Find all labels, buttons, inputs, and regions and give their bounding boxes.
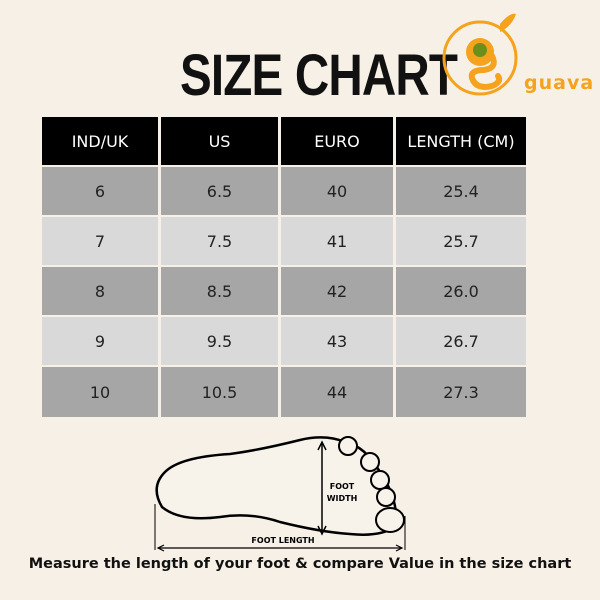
cell-euro: 42 xyxy=(281,267,393,315)
cell-ind-uk: 10 xyxy=(42,367,158,417)
header-us: US xyxy=(161,117,278,165)
guava-logo: guava xyxy=(442,13,594,96)
cell-euro: 43 xyxy=(281,317,393,365)
cell-length: 25.7 xyxy=(396,217,526,265)
cell-us: 10.5 xyxy=(161,367,278,417)
cell-length: 26.0 xyxy=(396,267,526,315)
cell-us: 8.5 xyxy=(161,267,278,315)
header-length: LENGTH (CM) xyxy=(396,117,526,165)
cell-ind-uk: 9 xyxy=(42,317,158,365)
cell-ind-uk: 6 xyxy=(42,167,158,215)
foot-length-label: FOOT LENGTH xyxy=(251,536,314,545)
svg-text:guava: guava xyxy=(524,72,594,94)
caption: Measure the length of your foot & compar… xyxy=(28,556,572,572)
cell-length: 26.7 xyxy=(396,317,526,365)
foot-width-label-1: FOOT xyxy=(330,482,355,491)
foot-diagram: FOOT WIDTH FOOT LENGTH xyxy=(154,436,406,552)
cell-ind-uk: 7 xyxy=(42,217,158,265)
cell-euro: 44 xyxy=(281,367,393,417)
cell-ind-uk: 8 xyxy=(42,267,158,315)
cell-us: 7.5 xyxy=(161,217,278,265)
cell-length: 25.4 xyxy=(396,167,526,215)
cell-euro: 40 xyxy=(281,167,393,215)
foot-width-label-2: WIDTH xyxy=(327,494,358,503)
cell-length: 27.3 xyxy=(396,367,526,417)
header-ind-uk: IND/UK xyxy=(42,117,158,165)
cell-us: 6.5 xyxy=(161,167,278,215)
header-euro: EURO xyxy=(281,117,393,165)
page-title: SIZE CHART xyxy=(180,43,458,108)
cell-euro: 41 xyxy=(281,217,393,265)
cell-us: 9.5 xyxy=(161,317,278,365)
